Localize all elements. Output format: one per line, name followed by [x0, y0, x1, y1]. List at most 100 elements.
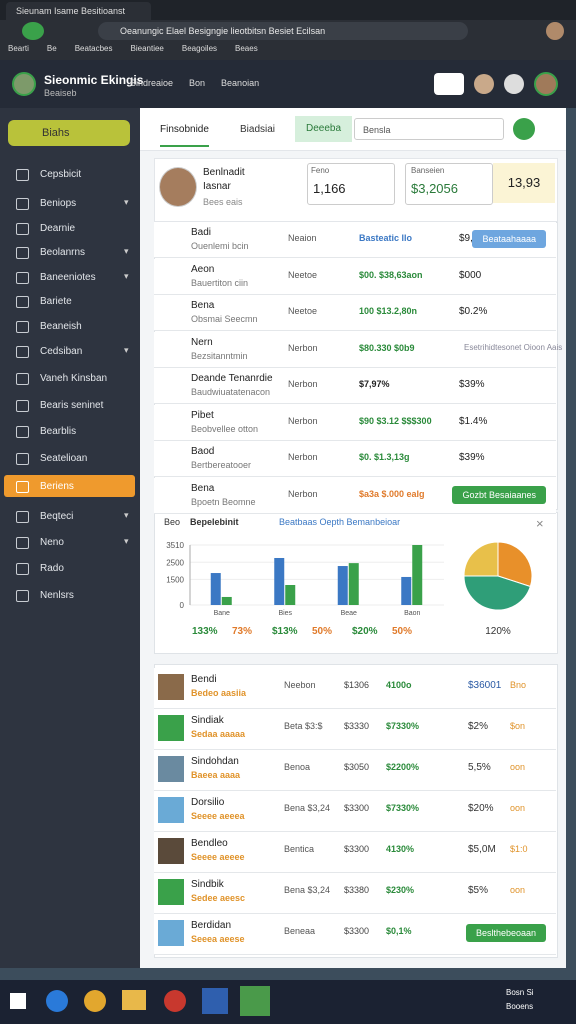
sidebar-item[interactable]: Beriens [4, 475, 135, 497]
list-row[interactable]: Aeon Bauertiton ciin Neetoe $00. $38,63aon $… [154, 258, 556, 295]
app-icon[interactable] [164, 990, 186, 1012]
search-input[interactable]: Bensla [354, 118, 504, 140]
sidebar-item[interactable]: Bariete [40, 295, 72, 307]
row-button[interactable]: Beataahaaaa [472, 230, 546, 248]
sidebar-button[interactable]: Biahs [8, 120, 130, 146]
sidebar-icon [16, 169, 29, 181]
row-title: Bena [191, 300, 215, 311]
avatar[interactable] [504, 74, 524, 94]
list-row[interactable]: Pibet Beobvellee otton Nerbon $90 $3.12 $$$… [154, 404, 556, 441]
row-amount: $a3a $.000 ealg [359, 488, 425, 499]
people-row[interactable]: Bendleo Seeee aeeee Bentica $3300 4130% $5,0M… [154, 832, 556, 873]
bookmark[interactable]: Bieantiee [130, 44, 164, 53]
avatar[interactable] [546, 22, 564, 40]
people-row[interactable]: Sindohdan Baeea aaaa Benoa $3050 $2200% 5,5% o… [154, 750, 556, 791]
avatar[interactable] [534, 72, 558, 96]
sidebar-item[interactable]: Bearblis [40, 425, 77, 437]
profile-photo [159, 167, 197, 207]
nav-link[interactable]: Beanoian [221, 78, 260, 88]
bookmark[interactable]: Beagoiles [181, 44, 218, 53]
row-column: Nerbon [288, 379, 318, 389]
sidebar-item[interactable]: Rado [40, 562, 64, 574]
person-value: $5,0M [468, 844, 496, 855]
sidebar-item[interactable]: Beqteci [40, 510, 74, 522]
app-icon[interactable] [240, 986, 270, 1016]
row-subtitle: Bpoetn Beomne [191, 496, 256, 507]
row-amount: $90 $3.12 $$$300 [359, 415, 432, 426]
row-subtitle: Baudwiuatatenacon [191, 387, 271, 397]
sidebar-icon [16, 453, 29, 465]
bookmark[interactable]: Beatacbes [74, 44, 113, 53]
person-action[interactable]: $on [510, 721, 526, 731]
pie-slice [497, 541, 533, 588]
bookmark[interactable]: Be [46, 44, 57, 53]
list-row[interactable]: Bena Obsmai Seecmn Neetoe 100 $13.2,80n $0.2… [154, 295, 556, 331]
bar [401, 576, 412, 605]
people-row[interactable]: Sindiak Sedaa aaaaa Beta $3:$ $3330 $7330% $2… [154, 709, 556, 750]
percent-label: 50% [312, 626, 332, 637]
nav-link[interactable]: Bon [189, 78, 206, 88]
app-icon[interactable] [122, 990, 146, 1010]
person-button[interactable]: Beslthebeoaan [465, 924, 546, 942]
tab[interactable]: Sieunam Isame Besitioanst [6, 2, 151, 20]
sidebar-item[interactable]: Beaneish [40, 320, 82, 332]
person-amount: $3300 [344, 803, 370, 813]
person-action[interactable]: oon [510, 885, 526, 895]
sidebar-item[interactable]: Vaneh Kinsban [40, 372, 108, 384]
search-button[interactable] [513, 118, 535, 140]
sidebar-item[interactable]: Baneeniotes [40, 271, 96, 283]
profile-card: Benlnadit Iasnar Bees eais Feno 1,166 Ba… [154, 158, 558, 222]
sidebar-item[interactable]: Beniops [40, 197, 77, 209]
person-action[interactable]: oon [510, 762, 526, 772]
bookmark[interactable]: Bearti [8, 44, 29, 53]
logo [12, 72, 36, 96]
person-action[interactable]: oon [510, 803, 526, 813]
avatar[interactable] [474, 74, 494, 94]
start-button[interactable] [10, 993, 26, 1009]
sidebar-item[interactable]: Seatelioan [40, 452, 88, 464]
person-percent: $7330% [386, 803, 420, 813]
tab[interactable]: Biadsiai [240, 124, 276, 135]
list-row[interactable]: Baod Bertbereatooer Nerbon $0. $1.3,13g $39% [154, 441, 556, 477]
sidebar-item[interactable]: Neno [40, 536, 64, 548]
tab[interactable]: Deeeba [295, 116, 352, 142]
row-amount: $7,97% [359, 379, 390, 389]
app-icon[interactable] [84, 990, 106, 1012]
list-row[interactable]: Deande Tenanrdie Baudwiuatatenacon Nerbon $… [154, 368, 556, 404]
sidebar-item[interactable]: Cedsiban [40, 345, 83, 357]
nav-link[interactable]: Bindreaioe [130, 78, 174, 88]
address-bar[interactable]: Oeanungic Elael Besigngie lieotbitsn Bes… [98, 22, 468, 40]
person-action[interactable]: $1:0 [510, 844, 528, 854]
action-button[interactable] [434, 73, 464, 95]
person-percent: $2200% [386, 762, 420, 772]
row-title: Baod [191, 446, 215, 457]
people-row[interactable]: Berdidan Seeea aeese Beneaa $3300 $0,1% Beslt… [154, 914, 556, 955]
people-row[interactable]: Dorsilio Seeee aeeea Bena $3,24 $3300 $7330%… [154, 791, 556, 832]
sidebar-icon [16, 272, 29, 284]
toolbar: Oeanungic Elael Besigngie lieotbitsn Bes… [0, 20, 576, 60]
sidebar-item[interactable]: Cepsbicit [40, 168, 82, 180]
people-row[interactable]: Sindbik Sedee aeesc Bena $3,24 $3380 $230% $5… [154, 873, 556, 914]
person-amount: $3300 [344, 926, 370, 936]
sidebar-item[interactable]: Nenlsrs [40, 589, 74, 601]
close-icon[interactable]: × [536, 516, 544, 531]
row-amount: 100 $13.2,80n [359, 306, 418, 316]
list-row[interactable]: Bena Bpoetn Beomne Nerbon $a3a $.000 ealg Go… [154, 477, 556, 514]
tab[interactable]: Finsobnide [160, 124, 209, 147]
sidebar-item[interactable]: Beolanrns [40, 246, 86, 258]
chevron: ▾ [124, 510, 129, 520]
sidebar-item[interactable]: Dearnie [40, 222, 76, 234]
person-value: 5,5% [468, 762, 491, 773]
list-row[interactable]: Nern Bezsitanntmin Nerbon $80.330 $0b9 Esetr… [154, 331, 562, 368]
person-percent: 4130% [386, 844, 415, 854]
pie-slice [463, 541, 499, 577]
bookmark[interactable]: Beaes [235, 44, 258, 53]
sidebar-item[interactable]: Bearis seninet [40, 399, 104, 411]
people-row[interactable]: Bendi Bedeo aasiia Neebon $1306 4100o $36001 B… [154, 668, 556, 709]
app-icon[interactable] [46, 990, 68, 1012]
person-sub: Bedeo aasiia [191, 688, 247, 698]
row-button[interactable]: Gozbt Besaiaanes [452, 485, 546, 504]
person-action[interactable]: Bno [510, 680, 527, 690]
app-icon[interactable] [202, 988, 228, 1014]
